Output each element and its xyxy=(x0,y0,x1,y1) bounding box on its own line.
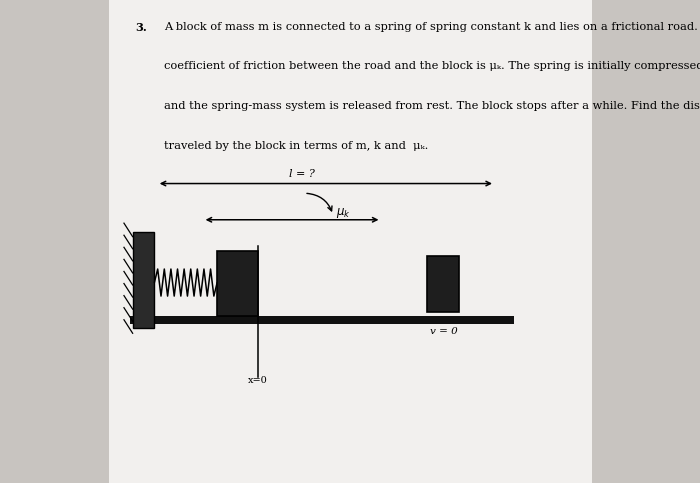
Text: traveled by the block in terms of m, k and  μₖ.: traveled by the block in terms of m, k a… xyxy=(164,141,428,151)
Bar xyxy=(130,316,514,324)
Text: x: x xyxy=(235,263,241,272)
Text: l = ?: l = ? xyxy=(289,169,314,179)
Text: v = 0: v = 0 xyxy=(430,327,458,336)
Bar xyxy=(427,256,458,312)
Text: 3.: 3. xyxy=(135,22,147,33)
Text: coefficient of friction between the road and the block is μₖ. The spring is init: coefficient of friction between the road… xyxy=(164,61,700,71)
Bar xyxy=(133,232,155,328)
Text: x=0: x=0 xyxy=(248,376,268,385)
Text: and the spring-mass system is released from rest. The block stops after a while.: and the spring-mass system is released f… xyxy=(164,101,700,111)
Text: $\mu_k$: $\mu_k$ xyxy=(337,206,351,219)
Text: A block of mass m is connected to a spring of spring constant k and lies on a fr: A block of mass m is connected to a spri… xyxy=(164,22,700,32)
Bar xyxy=(217,251,258,316)
